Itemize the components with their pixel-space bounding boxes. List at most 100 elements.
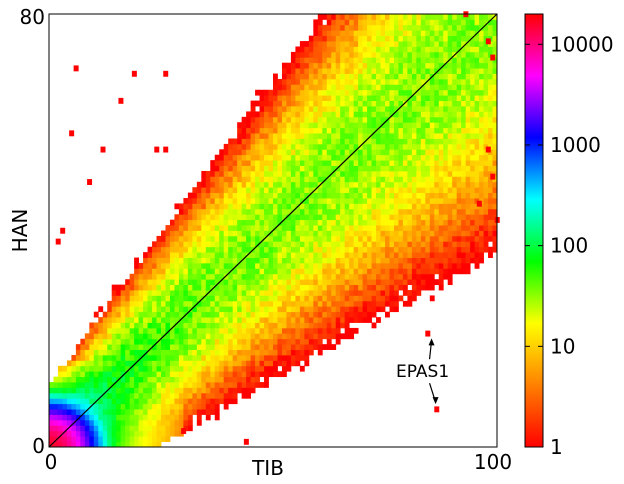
heatmap-cell: [474, 100, 480, 107]
heatmap-cell: [281, 333, 287, 340]
heatmap-cell: [129, 398, 135, 405]
heatmap-cell: [165, 295, 171, 302]
heatmap-cell: [402, 41, 408, 47]
heatmap-cell: [152, 273, 157, 280]
heatmap-cell: [228, 246, 234, 253]
heatmap-cell: [353, 24, 359, 31]
heatmap-cell: [241, 246, 247, 253]
heatmap-cell: [434, 262, 440, 269]
heatmap-cell: [479, 170, 484, 177]
heatmap-cell: [214, 414, 220, 421]
heatmap-cell: [241, 354, 247, 361]
heatmap-cell: [335, 62, 341, 69]
heatmap-cell: [273, 262, 278, 269]
heatmap-cell: [483, 73, 489, 80]
heatmap-cell: [304, 62, 310, 69]
heatmap-cell: [174, 214, 180, 221]
heatmap-cell: [443, 246, 449, 253]
heatmap-cell: [134, 273, 139, 280]
heatmap-cell: [147, 387, 153, 394]
heatmap-cell: [313, 30, 319, 37]
heatmap-cell: [456, 127, 462, 134]
heatmap-cell: [290, 154, 296, 161]
heatmap-cell: [299, 116, 305, 123]
heatmap-cell: [416, 208, 422, 215]
heatmap-cell: [380, 225, 386, 231]
heatmap-cell: [402, 257, 408, 264]
heatmap-cell: [326, 203, 332, 210]
heatmap-cell: [116, 354, 122, 361]
heatmap-cell: [98, 403, 104, 410]
heatmap-cell: [241, 127, 247, 134]
heatmap-cell: [313, 89, 319, 96]
heatmap-cell: [420, 225, 426, 231]
heatmap-cell: [317, 170, 323, 177]
heatmap-cell: [196, 300, 202, 307]
heatmap-cell: [241, 208, 247, 215]
heatmap-cell: [425, 262, 431, 269]
heatmap-cell: [223, 398, 229, 405]
heatmap-cell: [456, 78, 462, 85]
heatmap-cell: [134, 327, 139, 334]
heatmap-cell: [228, 160, 234, 166]
heatmap-cell: [152, 409, 157, 415]
heatmap-cell: [452, 111, 458, 118]
heatmap-cell: [353, 279, 359, 286]
heatmap-cell: [178, 338, 184, 345]
heatmap-cell: [241, 344, 247, 350]
heatmap-cell: [281, 279, 287, 286]
heatmap-cell: [187, 192, 193, 199]
heatmap-cell: [53, 425, 59, 432]
heatmap-cell: [174, 403, 180, 410]
heatmap-cell: [232, 208, 238, 215]
heatmap-cell: [461, 241, 467, 248]
heatmap-cell: [107, 430, 113, 437]
heatmap-cell: [228, 322, 234, 329]
heatmap-cell: [349, 68, 355, 74]
heatmap-cell: [264, 198, 269, 204]
heatmap-cell: [425, 149, 431, 156]
heatmap-cell: [281, 95, 287, 101]
heatmap-cell: [192, 187, 198, 194]
heatmap-cell: [416, 84, 422, 91]
heatmap-cell: [371, 35, 377, 42]
heatmap-cell: [335, 311, 341, 318]
heatmap-cell: [452, 219, 458, 226]
heatmap-cell: [411, 41, 417, 47]
heatmap-cell: [241, 262, 247, 269]
heatmap-cell: [196, 279, 202, 286]
heatmap-cell: [268, 322, 274, 329]
outlier-point: [181, 428, 187, 434]
heatmap-cell: [465, 198, 471, 204]
heatmap-cell: [416, 290, 422, 296]
heatmap-cell: [335, 160, 341, 166]
heatmap-cell: [196, 419, 202, 426]
heatmap-cell: [438, 257, 444, 264]
heatmap-cell: [214, 387, 220, 394]
heatmap-cell: [281, 203, 287, 210]
heatmap-cell: [456, 187, 462, 194]
heatmap-cell: [210, 387, 216, 394]
heatmap-cell: [367, 225, 372, 231]
heatmap-cell: [192, 333, 198, 340]
heatmap-cell: [196, 344, 202, 350]
heatmap-cell: [465, 35, 471, 42]
heatmap-cell: [250, 327, 256, 334]
heatmap-cell: [268, 176, 274, 183]
heatmap-cell: [344, 176, 350, 183]
heatmap-cell: [129, 338, 135, 345]
heatmap-cell: [232, 181, 238, 188]
heatmap-cell: [174, 225, 180, 231]
heatmap-cell: [111, 311, 117, 318]
heatmap-cell: [295, 176, 301, 183]
heatmap-cell: [286, 273, 292, 280]
heatmap-cell: [57, 441, 63, 448]
heatmap-cell: [174, 344, 180, 350]
heatmap-cell: [340, 19, 346, 26]
heatmap-cell: [416, 154, 422, 161]
heatmap-cell: [232, 338, 238, 345]
heatmap-cell: [335, 295, 341, 302]
heatmap-cell: [214, 382, 220, 388]
heatmap-cell: [407, 106, 413, 112]
heatmap-cell: [205, 262, 211, 269]
